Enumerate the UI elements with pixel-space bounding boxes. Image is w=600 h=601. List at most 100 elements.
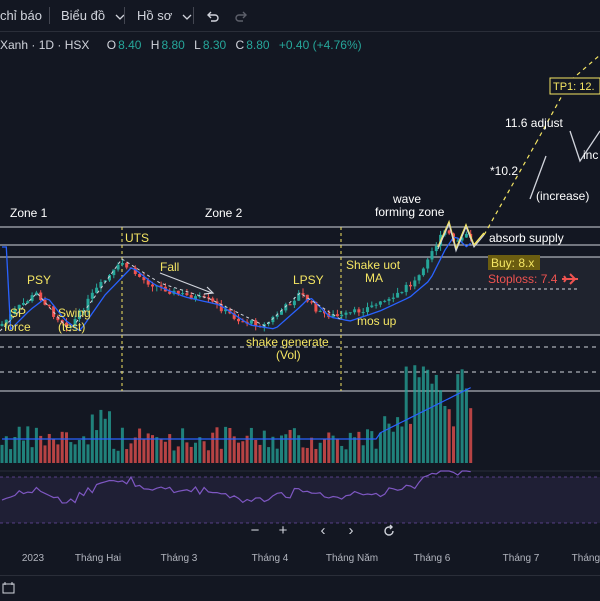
zoom-in-symbol: + bbox=[278, 522, 288, 539]
candle-body bbox=[151, 284, 154, 287]
volume-bar bbox=[189, 446, 193, 463]
volume-bar bbox=[241, 441, 245, 463]
month-label: Tháng 7 bbox=[502, 553, 540, 564]
candle-body bbox=[181, 293, 185, 295]
volume-bar bbox=[172, 450, 176, 463]
candle-body bbox=[120, 263, 124, 265]
candle-body bbox=[249, 320, 253, 324]
volume-bar bbox=[439, 390, 443, 463]
candle-body bbox=[378, 301, 382, 305]
price-chart[interactable]: Zone 1 Zone 2 UTS PSY Fall LPSY Shake uo… bbox=[0, 31, 600, 545]
candle-body bbox=[434, 245, 438, 252]
volume-bar bbox=[202, 441, 206, 463]
volume-bar bbox=[275, 448, 279, 463]
test-label: (test) bbox=[58, 320, 85, 334]
volume-bar bbox=[129, 443, 133, 463]
mos-up-label: mos up bbox=[357, 314, 397, 328]
rsi-line bbox=[1, 470, 471, 504]
toolbar-divider bbox=[49, 7, 50, 24]
psy-label: PSY bbox=[27, 273, 51, 287]
scroll-left-symbol: ‹ bbox=[320, 522, 326, 539]
volume-bar bbox=[4, 436, 8, 463]
stoploss-label: Stoploss: 7.4 bbox=[488, 272, 558, 286]
month-label: Tháng 6 bbox=[413, 553, 451, 564]
high-label: H bbox=[150, 38, 160, 52]
volume-bar bbox=[47, 433, 51, 463]
candle-body bbox=[95, 287, 99, 293]
volume-bar bbox=[219, 448, 223, 463]
buy-label-bg bbox=[488, 255, 540, 270]
profile-button[interactable]: Hồ sơ bbox=[137, 0, 192, 31]
candle-body bbox=[297, 293, 301, 301]
shake-generate-label: shake generate bbox=[246, 335, 329, 349]
zoom-in-button[interactable]: + bbox=[272, 520, 294, 542]
candle-body bbox=[241, 321, 245, 323]
change-value: +0.40 (+4.76%) bbox=[278, 38, 362, 52]
candle-body bbox=[47, 304, 51, 307]
candle-body bbox=[189, 295, 193, 300]
airplane-icon bbox=[562, 273, 578, 285]
candle-body bbox=[254, 320, 258, 327]
volume-bar bbox=[271, 436, 275, 463]
candle-body bbox=[421, 268, 425, 276]
buy-label: Buy: 8.x bbox=[491, 256, 534, 270]
reset-chart-button[interactable] bbox=[378, 520, 400, 542]
candle-body bbox=[22, 302, 25, 305]
month-label: Tháng Hai bbox=[74, 553, 122, 564]
volume-bar bbox=[366, 429, 369, 463]
volume-bar bbox=[185, 442, 189, 463]
redo-button[interactable] bbox=[235, 0, 249, 31]
toolbar-divider bbox=[124, 7, 125, 24]
candle-body bbox=[271, 316, 275, 323]
chart-type-button[interactable]: Biểu đồ bbox=[61, 0, 125, 31]
candle-body bbox=[215, 301, 219, 305]
volume-bar bbox=[443, 406, 447, 463]
volume-bar bbox=[404, 366, 408, 463]
calendar-range-icon[interactable] bbox=[2, 581, 16, 595]
symbol-label[interactable]: Xanh · 1D · HSX bbox=[0, 38, 90, 52]
volume-bar bbox=[417, 377, 421, 463]
zoom-out-button[interactable]: − bbox=[244, 520, 266, 542]
volume-bar bbox=[30, 447, 34, 463]
rsi-band bbox=[0, 477, 600, 523]
volume-bar bbox=[254, 439, 258, 463]
moving-average-line bbox=[2, 236, 472, 332]
indicators-button[interactable]: chỉ báo bbox=[0, 0, 42, 31]
volume-bar bbox=[116, 450, 120, 463]
candle-body bbox=[301, 293, 305, 295]
volume-bar bbox=[86, 444, 90, 463]
candle-body bbox=[318, 310, 322, 312]
candle-body bbox=[159, 285, 163, 287]
profile-label: Hồ sơ bbox=[137, 8, 173, 23]
candle-body bbox=[4, 319, 8, 324]
volume-bar bbox=[133, 437, 137, 463]
indicators-label: chỉ báo bbox=[0, 8, 42, 23]
volume-bar bbox=[125, 449, 129, 463]
ohlc-legend: Xanh · 1D · HSX O 8.40 H 8.80 L 8.30 C 8.80 … bbox=[0, 35, 364, 55]
volume-bar bbox=[13, 436, 17, 463]
volume-bar bbox=[159, 438, 163, 463]
time-axis: 2023 Tháng Hai Tháng 3 Tháng 4 Tháng Năm… bbox=[0, 545, 600, 575]
volume-bar bbox=[56, 444, 60, 463]
scroll-left-button[interactable]: ‹ bbox=[312, 520, 334, 542]
candle-body bbox=[112, 269, 116, 276]
scroll-right-button[interactable]: › bbox=[340, 520, 362, 542]
candle-body bbox=[146, 280, 150, 285]
volume-bar bbox=[452, 426, 455, 463]
undo-button[interactable] bbox=[205, 0, 219, 31]
zone2-label: Zone 2 bbox=[205, 206, 243, 220]
volume-bar bbox=[77, 439, 81, 463]
candle-body bbox=[340, 314, 344, 317]
tp1-label-bg bbox=[549, 77, 600, 95]
volume-bar bbox=[374, 448, 378, 463]
candle-body bbox=[447, 230, 451, 234]
uts-label: UTS bbox=[125, 231, 149, 245]
volume-bar bbox=[146, 433, 150, 463]
forming-zone-label: forming zone bbox=[375, 205, 445, 219]
candle-body bbox=[17, 304, 21, 310]
volume-bar bbox=[198, 437, 202, 463]
candle-body bbox=[335, 314, 339, 317]
sp-label: SP bbox=[10, 306, 26, 320]
candle-body bbox=[9, 314, 13, 320]
adjust-label: 11.6 adjust bbox=[505, 116, 563, 130]
